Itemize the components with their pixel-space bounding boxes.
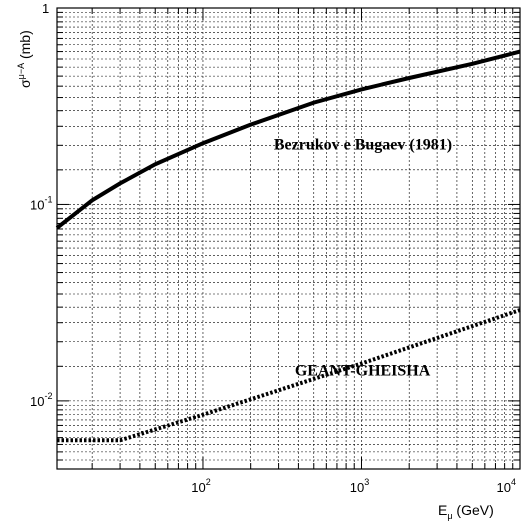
x-tick-label: 103 <box>350 477 369 495</box>
y-tick-label: 10-2 <box>30 391 52 409</box>
x-tick-label: 102 <box>191 477 210 495</box>
tick-labels: 102 103 104 1 10-1 10-2 <box>30 1 516 495</box>
annotations: Bezrukov e Bugaev (1981) GEANT-GHEISHA <box>274 137 452 380</box>
y-tick-label: 10-1 <box>30 194 52 212</box>
series-annotation: GEANT-GHEISHA <box>295 362 431 379</box>
y-axis-label-sup: μ−A <box>16 63 26 79</box>
series-annotation: Bezrukov e Bugaev (1981) <box>274 137 452 154</box>
x-axis-label-unit: (GeV) <box>453 502 494 518</box>
x-axis-label-main: E <box>438 502 447 518</box>
plot-frame <box>56 7 521 470</box>
series-line-dotted <box>57 308 521 443</box>
grid <box>57 7 521 470</box>
y-axis-label-main: σ <box>17 79 33 88</box>
axis-ticks <box>57 7 521 470</box>
series-line-solid <box>55 49 521 230</box>
x-axis-label-sub: μ <box>447 511 452 521</box>
y-axis-label: σμ−A (mb) <box>16 30 33 88</box>
series-group <box>55 49 521 443</box>
x-tick-label: 104 <box>497 477 516 495</box>
x-axis-label: Eμ (GeV) <box>438 502 494 521</box>
y-tick-label: 1 <box>42 1 49 16</box>
y-axis-label-unit: (mb) <box>17 30 33 63</box>
